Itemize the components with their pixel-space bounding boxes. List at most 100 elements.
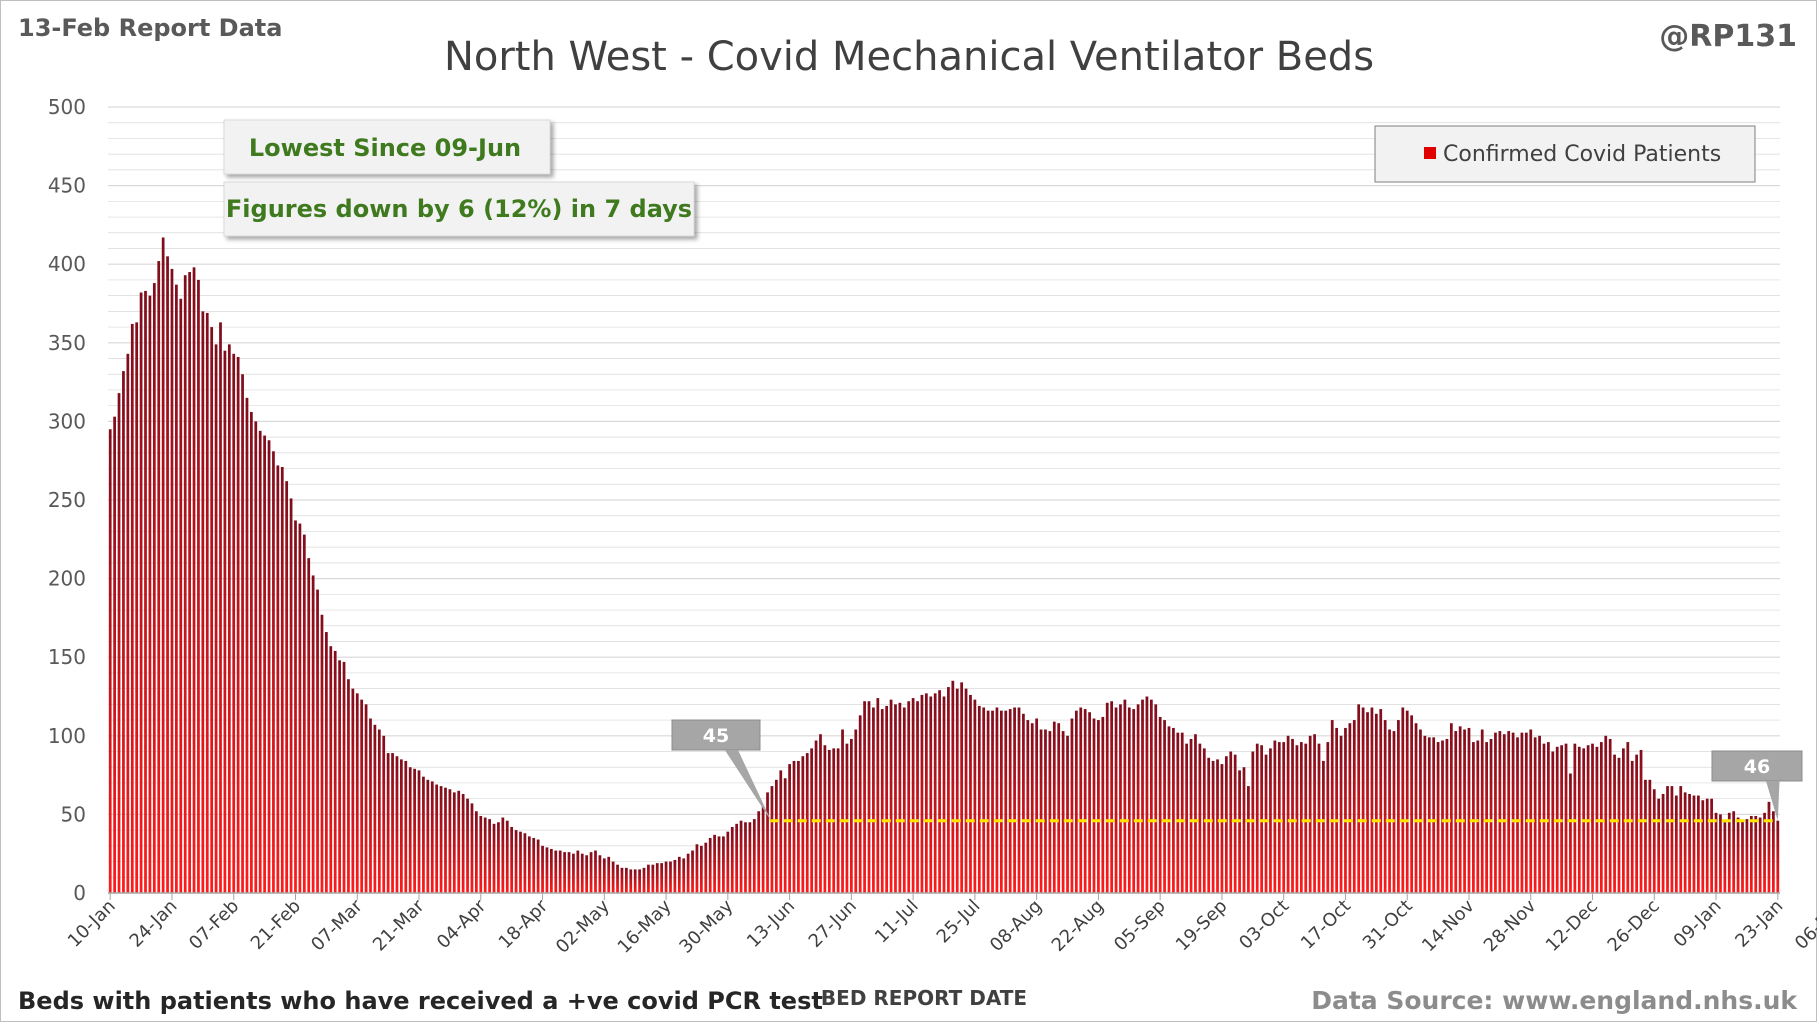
bar — [1119, 704, 1122, 893]
bar — [757, 811, 761, 893]
y-tick-label: 50 — [61, 802, 86, 826]
bar — [766, 792, 769, 893]
bar — [611, 861, 615, 893]
annotation-figures-down-text: Figures down by 6 (12%) in 7 days — [226, 195, 692, 223]
bar — [995, 707, 999, 893]
bar — [1480, 729, 1484, 893]
bar — [969, 694, 972, 893]
bar — [1322, 760, 1325, 893]
bar — [563, 852, 566, 893]
bar — [1569, 773, 1572, 893]
bar — [1074, 710, 1078, 893]
bar — [669, 861, 672, 893]
bar — [1180, 732, 1184, 893]
bar — [404, 760, 408, 893]
bar — [863, 701, 866, 893]
bar — [135, 322, 139, 893]
bar — [457, 790, 461, 893]
bar — [1114, 707, 1118, 893]
bar — [894, 704, 897, 893]
bar — [400, 759, 403, 893]
bar — [805, 753, 809, 893]
bar — [1419, 729, 1422, 893]
bar — [1317, 743, 1321, 893]
annotation-lowest-since-text: Lowest Since 09-Jun — [249, 134, 521, 162]
bar — [289, 498, 293, 893]
bar — [849, 738, 853, 893]
bar — [1163, 720, 1166, 893]
bar — [347, 679, 350, 893]
bar — [788, 764, 791, 893]
bar — [1132, 709, 1136, 893]
bar — [960, 682, 964, 893]
bar — [841, 729, 844, 893]
bar — [1661, 793, 1665, 893]
bar — [752, 819, 756, 893]
bar — [730, 826, 734, 893]
bar — [594, 850, 597, 893]
bar — [1617, 757, 1621, 893]
bar — [625, 867, 628, 893]
bar — [1247, 786, 1250, 893]
bar — [819, 734, 822, 893]
bar — [1366, 712, 1369, 893]
bar — [1516, 737, 1519, 893]
bar — [1692, 795, 1696, 893]
bar — [858, 715, 862, 893]
bar — [651, 864, 655, 893]
bar — [1599, 742, 1603, 893]
bar — [1052, 721, 1056, 893]
bar — [1463, 729, 1466, 893]
bar — [783, 778, 787, 893]
y-tick-label: 250 — [48, 488, 86, 512]
bar — [1149, 699, 1153, 893]
bar — [1397, 720, 1400, 893]
bar — [408, 767, 412, 893]
bar — [699, 845, 703, 893]
legend-box — [1374, 125, 1756, 183]
bar — [1652, 789, 1656, 893]
x-axis — [108, 892, 1780, 900]
bar — [1136, 704, 1140, 893]
bar — [285, 481, 289, 893]
bar — [311, 575, 315, 893]
bar — [188, 272, 191, 893]
bar — [1772, 811, 1775, 893]
bar — [1008, 709, 1012, 893]
bar — [205, 312, 209, 893]
bar — [911, 698, 915, 893]
bar — [148, 295, 152, 893]
y-tick-label: 300 — [48, 409, 86, 433]
bar — [1048, 731, 1052, 893]
bar — [479, 815, 483, 893]
bar — [1727, 812, 1731, 893]
bar — [1405, 710, 1409, 893]
bar — [395, 756, 399, 893]
bar — [144, 290, 147, 893]
author-handle: @RP131 — [1659, 19, 1797, 54]
bar — [1626, 742, 1630, 893]
bar — [550, 848, 553, 893]
bar — [585, 855, 589, 893]
bar — [938, 690, 941, 893]
bar — [607, 856, 611, 893]
bar — [602, 858, 606, 893]
bar — [139, 292, 143, 893]
bar — [122, 371, 125, 894]
bar — [1194, 734, 1197, 893]
bar — [1066, 735, 1069, 893]
bar — [1533, 737, 1537, 893]
bar — [779, 770, 783, 893]
footer-source: Data Source: www.england.nhs.uk — [1311, 986, 1798, 1015]
bar — [1238, 770, 1241, 893]
bar — [501, 817, 505, 893]
bar — [1383, 720, 1387, 893]
bar — [1260, 745, 1264, 893]
bar — [664, 861, 668, 893]
bar — [179, 298, 183, 893]
bar — [1767, 801, 1771, 893]
bar — [770, 786, 774, 893]
bar — [1670, 786, 1674, 893]
bar — [483, 817, 487, 893]
bar — [1436, 742, 1440, 893]
